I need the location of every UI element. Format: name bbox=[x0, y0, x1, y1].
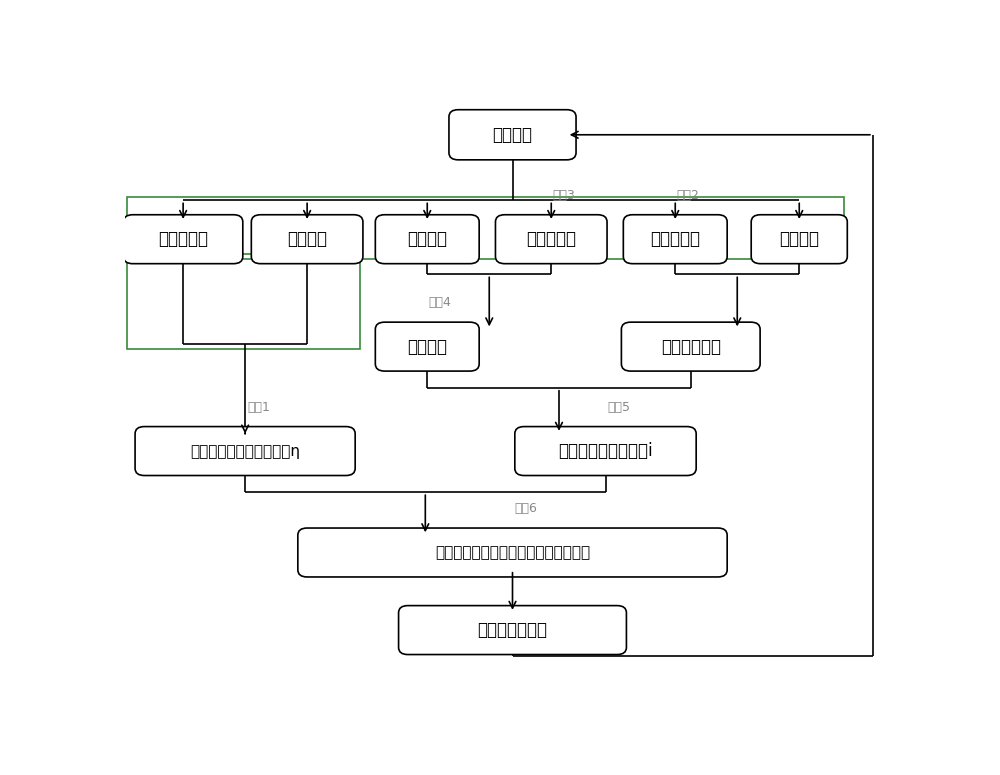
Text: 反算螺旋输送机出土效率η: 反算螺旋输送机出土效率η bbox=[190, 443, 300, 459]
Text: 反算地表沉降槽宽度i: 反算地表沉降槽宽度i bbox=[558, 442, 653, 460]
FancyBboxPatch shape bbox=[621, 322, 760, 371]
Text: 盾构掘进参数引起的地表沉降预测公式: 盾构掘进参数引起的地表沉降预测公式 bbox=[435, 545, 590, 560]
Bar bbox=[127, 254, 360, 349]
FancyBboxPatch shape bbox=[623, 215, 727, 264]
FancyBboxPatch shape bbox=[515, 426, 696, 476]
FancyBboxPatch shape bbox=[135, 426, 355, 476]
Text: 公式5: 公式5 bbox=[607, 401, 630, 414]
Text: 公式2: 公式2 bbox=[677, 188, 700, 202]
Text: 下一环沉降预测: 下一环沉降预测 bbox=[478, 621, 548, 639]
FancyBboxPatch shape bbox=[375, 322, 479, 371]
Text: 掘进参数: 掘进参数 bbox=[287, 230, 327, 248]
FancyBboxPatch shape bbox=[251, 215, 363, 264]
FancyBboxPatch shape bbox=[375, 215, 479, 264]
Text: 实测地表沉降: 实测地表沉降 bbox=[661, 338, 721, 356]
FancyBboxPatch shape bbox=[751, 215, 847, 264]
Text: 地层损失: 地层损失 bbox=[407, 338, 447, 356]
Text: 盾构掘进: 盾构掘进 bbox=[492, 126, 532, 144]
Text: 地层参数: 地层参数 bbox=[407, 230, 447, 248]
Text: 渣土重度: 渣土重度 bbox=[779, 230, 819, 248]
Text: 理论进土量: 理论进土量 bbox=[526, 230, 576, 248]
FancyBboxPatch shape bbox=[298, 528, 727, 577]
Bar bbox=[127, 197, 844, 259]
Text: 公式1: 公式1 bbox=[247, 401, 270, 414]
Text: 有效出土比: 有效出土比 bbox=[650, 230, 700, 248]
FancyBboxPatch shape bbox=[449, 110, 576, 160]
FancyBboxPatch shape bbox=[123, 215, 243, 264]
Text: 实测排土量: 实测排土量 bbox=[158, 230, 208, 248]
Text: 公式6: 公式6 bbox=[514, 502, 537, 515]
FancyBboxPatch shape bbox=[399, 605, 626, 655]
FancyBboxPatch shape bbox=[495, 215, 607, 264]
Text: 公式3: 公式3 bbox=[553, 188, 576, 202]
Text: 公式4: 公式4 bbox=[429, 296, 452, 309]
